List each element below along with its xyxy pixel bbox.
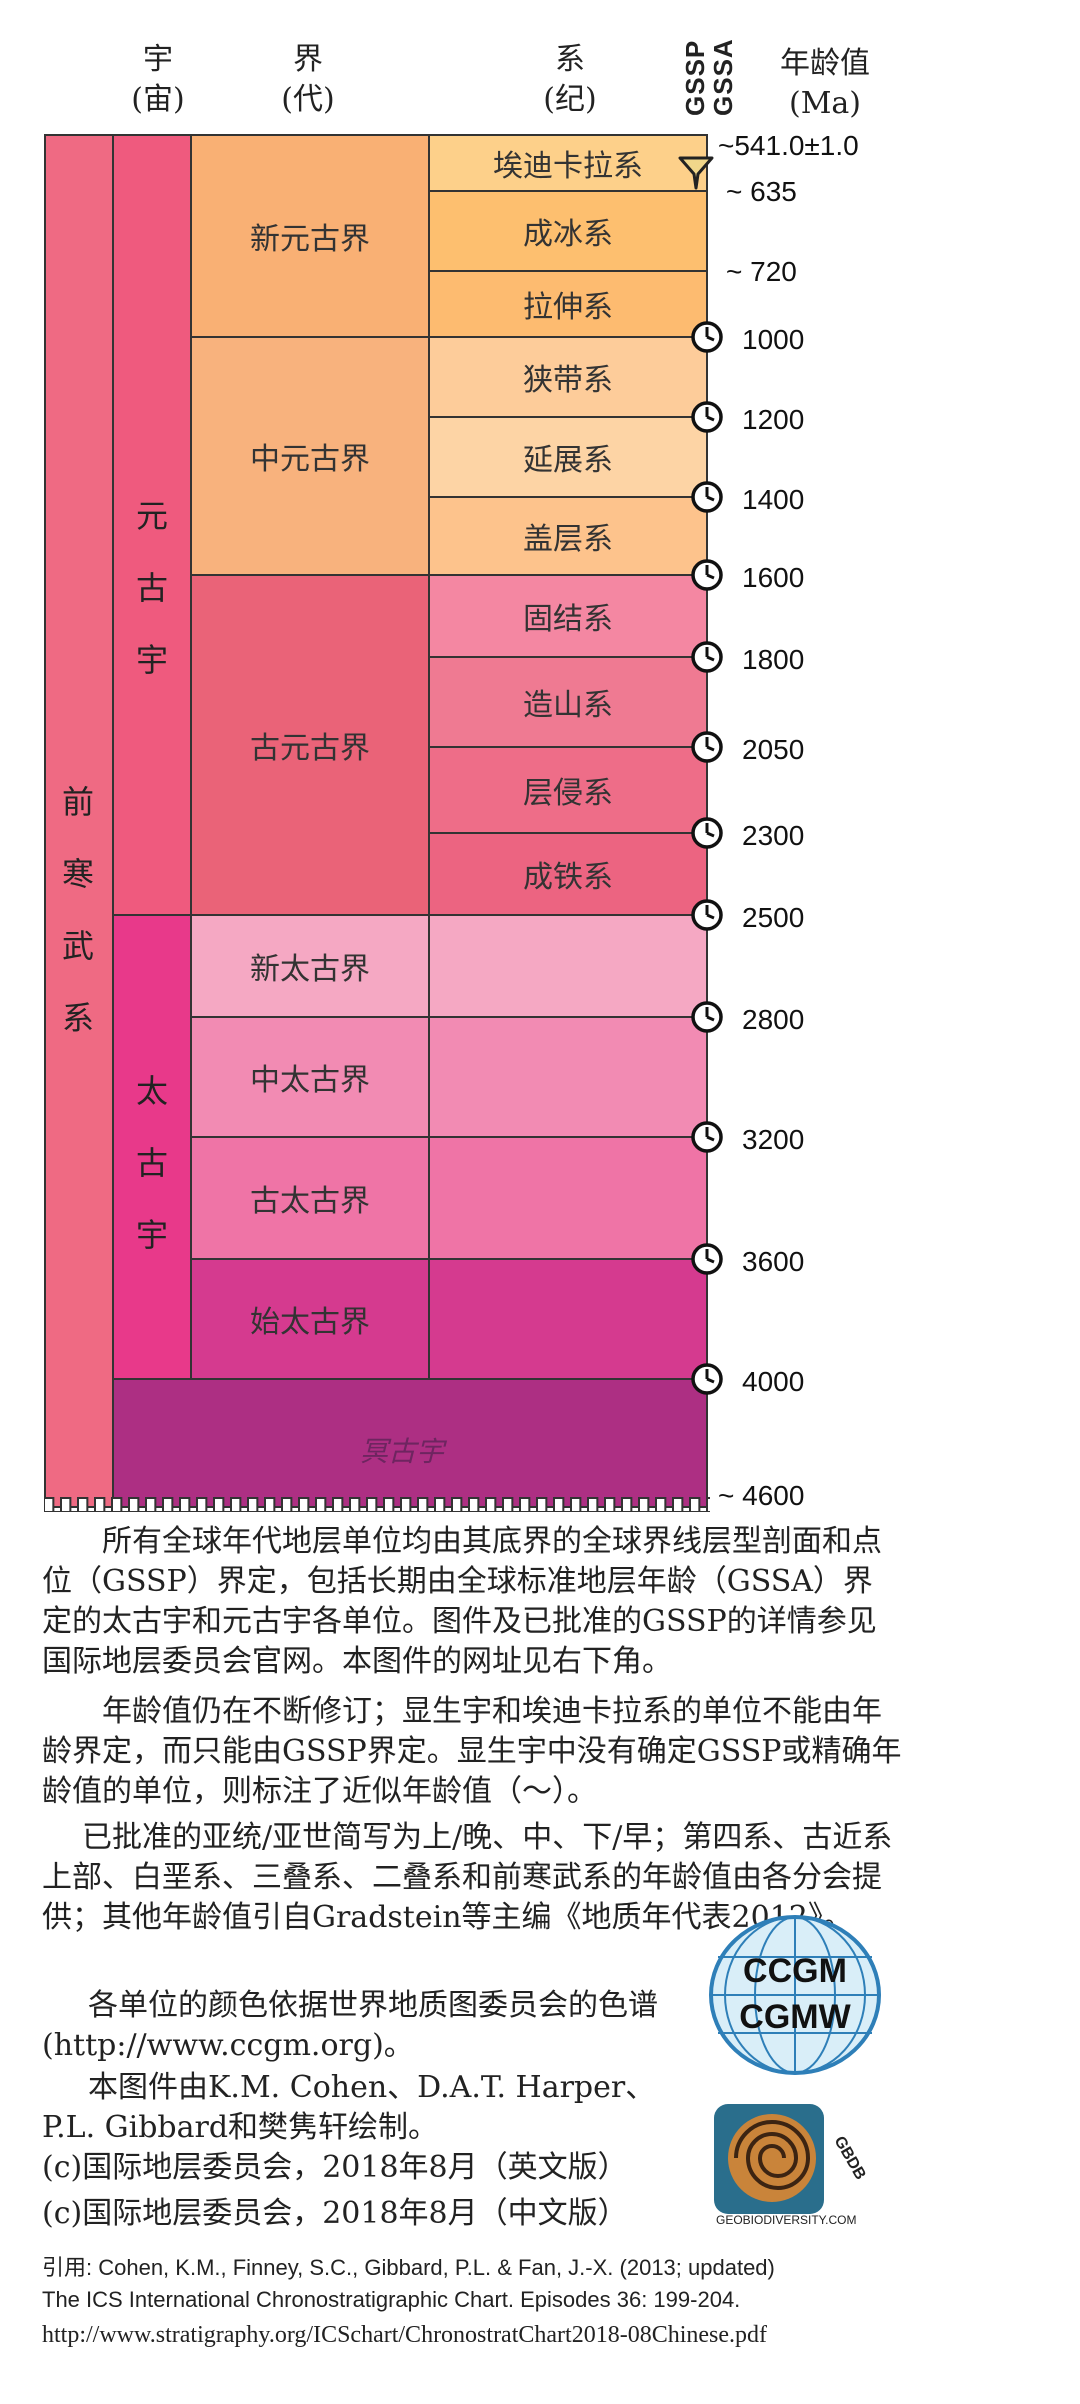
header-era: 界 (代) bbox=[268, 40, 348, 120]
eoarchean-period-fill bbox=[428, 1258, 708, 1380]
header-period: 系 (纪) bbox=[530, 40, 610, 120]
gssa-clock-icon bbox=[691, 1363, 723, 1395]
header-period-line1: 系 bbox=[555, 42, 585, 77]
era-neoarchean: 新太古界 bbox=[190, 914, 430, 1018]
note-copyright-zh: (c)国际地层委员会，2018年8月（中文版） bbox=[42, 2196, 628, 2231]
age-2300: 2300 bbox=[742, 820, 805, 851]
era-eoarchean: 始太古界 bbox=[190, 1258, 430, 1380]
era-mesoproterozoic: 中元古界 bbox=[190, 336, 430, 576]
header-age-line2: (Ma) bbox=[788, 86, 861, 121]
hadean-cell bbox=[112, 1378, 708, 1508]
age-635: ~ 635 bbox=[726, 176, 797, 207]
period-calymmian: 盖层系 bbox=[428, 496, 708, 576]
header-age: 年龄值 (Ma) bbox=[750, 44, 900, 124]
ccgm-cgmw-logo: CCGM CGMW bbox=[709, 1915, 881, 2075]
age-4000: 4000 bbox=[742, 1366, 805, 1397]
gbdb-caption: GEOBIODIVERSITY.COM bbox=[716, 2213, 856, 2226]
period-ediacaran: 埃迪卡拉系 bbox=[428, 134, 708, 192]
age-2050: 2050 bbox=[742, 734, 805, 765]
age-2800: 2800 bbox=[742, 1004, 805, 1035]
header-gssa: GSSA bbox=[708, 38, 738, 116]
gssa-clock-icon bbox=[691, 401, 723, 433]
age-1600: 1600 bbox=[742, 562, 805, 593]
neoarchean-period-fill bbox=[428, 914, 708, 1018]
gssa-clock-icon bbox=[691, 481, 723, 513]
gssa-clock-icon bbox=[691, 1243, 723, 1275]
proterozoic-cell bbox=[112, 134, 192, 916]
header-era-line2: (代) bbox=[281, 82, 335, 117]
age-1400: 1400 bbox=[742, 484, 805, 515]
proterozoic-char-2: 古 bbox=[135, 569, 168, 607]
gssa-clock-icon bbox=[691, 899, 723, 931]
archean-label: 太 古 宇 bbox=[122, 1055, 182, 1271]
archean-char-3: 宇 bbox=[135, 1216, 168, 1254]
precambrian-cell bbox=[44, 134, 114, 1508]
period-rhyacian: 层侵系 bbox=[428, 746, 708, 834]
header-period-line2: (纪) bbox=[543, 82, 597, 117]
archean-char-1: 太 bbox=[135, 1072, 168, 1110]
note-paragraph-4: 各单位的颜色依据世界地质图委员会的色谱(http://www.ccgm.org)… bbox=[42, 1988, 658, 2063]
gssa-clock-icon bbox=[691, 1121, 723, 1153]
era-mesoarchean: 中太古界 bbox=[190, 1016, 430, 1138]
age-541: ~541.0±1.0 bbox=[718, 130, 859, 161]
gssa-clock-icon bbox=[691, 559, 723, 591]
period-statherian: 固结系 bbox=[428, 574, 708, 658]
period-tonian: 拉伸系 bbox=[428, 270, 708, 338]
gbdb-logo-text: GBDB bbox=[831, 2134, 869, 2183]
header-age-line1: 年龄值 bbox=[780, 46, 870, 81]
serrated-bottom-edge bbox=[44, 1497, 710, 1512]
precambrian-char-4: 系 bbox=[61, 999, 94, 1037]
precambrian-label: 前 寒 武 系 bbox=[48, 766, 108, 1054]
gssp-golden-spike-icon bbox=[678, 156, 714, 190]
note-paragraph-1: 所有全球年代地层单位均由其底界的全球界线层型剖面和点位（GSSP）界定，包括长期… bbox=[42, 1524, 882, 1679]
header-eon-line2: (宙) bbox=[131, 82, 185, 117]
header-eon-line1: 宇 bbox=[143, 42, 173, 77]
precambrian-char-3: 武 bbox=[61, 927, 94, 965]
ccgm-logo-text: CCGM bbox=[743, 1952, 847, 1990]
chart-url-link[interactable]: http://www.stratigraphy.org/ICSchart/Chr… bbox=[42, 2322, 768, 2348]
header-era-line1: 界 bbox=[293, 42, 323, 77]
age-1200: 1200 bbox=[742, 404, 805, 435]
era-paleoproterozoic: 古元古界 bbox=[190, 574, 430, 916]
proterozoic-char-3: 宇 bbox=[135, 641, 168, 679]
note-paragraph-2: 年龄值仍在不断修订；显生宇和埃迪卡拉系的单位不能由年龄界定，而只能由GSSP界定… bbox=[42, 1694, 902, 1809]
citation-line-2: The ICS International Chronostratigraphi… bbox=[42, 2287, 741, 2312]
note-copyright-en: (c)国际地层委员会，2018年8月（英文版） bbox=[42, 2150, 628, 2185]
archean-char-2: 古 bbox=[135, 1144, 168, 1182]
age-3200: 3200 bbox=[742, 1124, 805, 1155]
age-1800: 1800 bbox=[742, 644, 805, 675]
note-paragraph-3: 已批准的亚统/亚世简写为上/晚、中、下/早；第四系、古近系上部、白垩系、三叠系、… bbox=[42, 1820, 893, 1935]
gssa-clock-icon bbox=[691, 641, 723, 673]
paleoarchean-period-fill bbox=[428, 1136, 708, 1260]
gssa-clock-icon bbox=[691, 1001, 723, 1033]
age-4600: ~ 4600 bbox=[718, 1480, 805, 1511]
note-paragraph-5: 本图件由K.M. Cohen、D.A.T. Harper、P.L. Gibbar… bbox=[42, 2070, 656, 2145]
mesoarchean-period-fill bbox=[428, 1016, 708, 1138]
proterozoic-char-1: 元 bbox=[135, 497, 168, 535]
precambrian-char-2: 寒 bbox=[61, 855, 94, 893]
period-stenian: 延展系 bbox=[428, 416, 708, 498]
era-neoproterozoic: 新元古界 bbox=[190, 134, 430, 338]
gssa-clock-icon bbox=[691, 817, 723, 849]
age-720: ~ 720 bbox=[726, 256, 797, 287]
era-paleoarchean: 古太古界 bbox=[190, 1136, 430, 1260]
citation-line-1: 引用: Cohen, K.M., Finney, S.C., Gibbard, … bbox=[42, 2255, 775, 2280]
precambrian-char-1: 前 bbox=[61, 783, 94, 821]
proterozoic-label: 元 古 宇 bbox=[122, 480, 182, 696]
gssa-clock-icon bbox=[691, 731, 723, 763]
gbdb-logo: GBDB GEOBIODIVERSITY.COM bbox=[714, 2104, 869, 2226]
age-3600: 3600 bbox=[742, 1246, 805, 1277]
cgmw-logo-text: CGMW bbox=[739, 1998, 851, 2036]
hadean-label: 冥古宇 bbox=[360, 1435, 445, 1468]
period-siderian: 成铁系 bbox=[428, 832, 708, 916]
age-2500: 2500 bbox=[742, 902, 805, 933]
header-gssp: GSSP bbox=[680, 39, 710, 116]
header-eon: 宇 (宙) bbox=[118, 40, 198, 120]
period-orosirian: 造山系 bbox=[428, 656, 708, 748]
age-1000: 1000 bbox=[742, 324, 805, 355]
gssa-clock-icon bbox=[691, 321, 723, 353]
period-ectasian: 狭带系 bbox=[428, 336, 708, 418]
period-cryogenian: 成冰系 bbox=[428, 190, 708, 272]
